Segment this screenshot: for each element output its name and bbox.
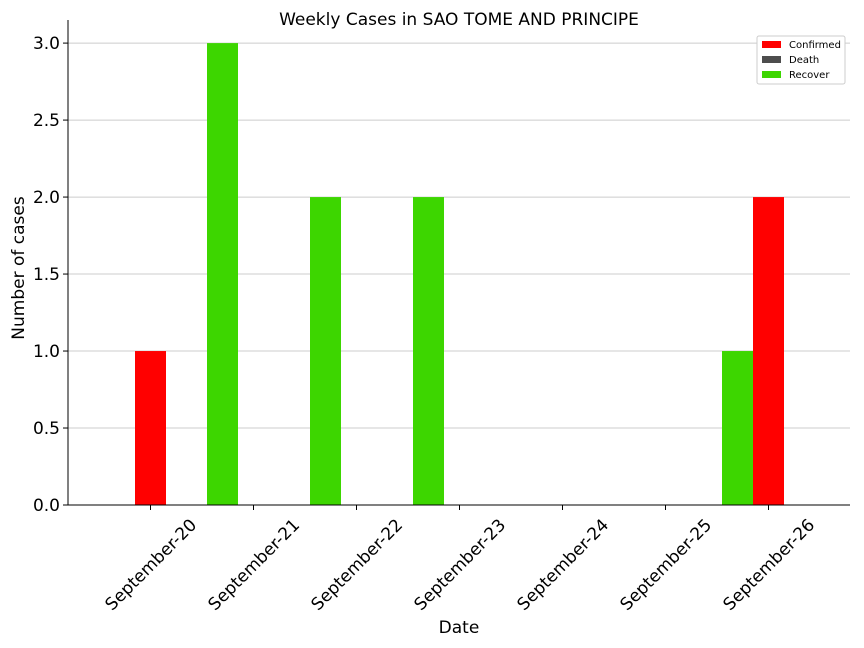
- x-tick-label: September-20: [102, 515, 201, 614]
- legend-swatch-confirmed: [762, 41, 781, 48]
- y-tick-label: 0.5: [33, 419, 60, 439]
- y-tick-label: 1.5: [33, 265, 60, 285]
- y-tick-label: 2.5: [33, 111, 60, 131]
- bar-recover: [207, 43, 238, 505]
- y-tick-label: 1.0: [33, 342, 60, 362]
- y-ticks: 0.0 0.5 1.0 1.5 2.0 2.5 3.0: [33, 34, 68, 516]
- x-tick-label: September-22: [308, 515, 407, 614]
- y-tick-label: 2.0: [33, 188, 60, 208]
- bar-confirmed: [135, 351, 166, 505]
- bar-recover: [413, 197, 444, 506]
- x-tick-label: September-23: [411, 515, 510, 614]
- legend-swatch-recover: [762, 71, 781, 78]
- x-tick-label: September-21: [205, 515, 304, 614]
- bars: [135, 43, 784, 506]
- chart-title: Weekly Cases in SAO TOME AND PRINCIPE: [279, 10, 639, 30]
- x-tick-label: September-25: [617, 515, 716, 614]
- legend-label-recover: Recover: [789, 70, 830, 81]
- y-tick-label: 3.0: [33, 34, 60, 54]
- y-axis-label: Number of cases: [9, 196, 29, 340]
- legend-label-death: Death: [789, 55, 819, 66]
- x-tick-label: September-24: [514, 515, 613, 614]
- x-ticks: September-20 September-21 September-22 Sept…: [102, 505, 819, 615]
- legend-label-confirmed: Confirmed: [789, 40, 841, 51]
- grid-lines: [68, 42, 850, 429]
- x-axis-label: Date: [439, 618, 480, 638]
- x-tick-label: September-26: [720, 515, 819, 614]
- bar-confirmed: [753, 197, 784, 506]
- y-tick-label: 0.0: [33, 496, 60, 516]
- legend: Confirmed Death Recover: [756, 35, 846, 85]
- bar-recover: [722, 351, 753, 505]
- bar-recover: [310, 197, 341, 506]
- legend-swatch-death: [762, 56, 781, 63]
